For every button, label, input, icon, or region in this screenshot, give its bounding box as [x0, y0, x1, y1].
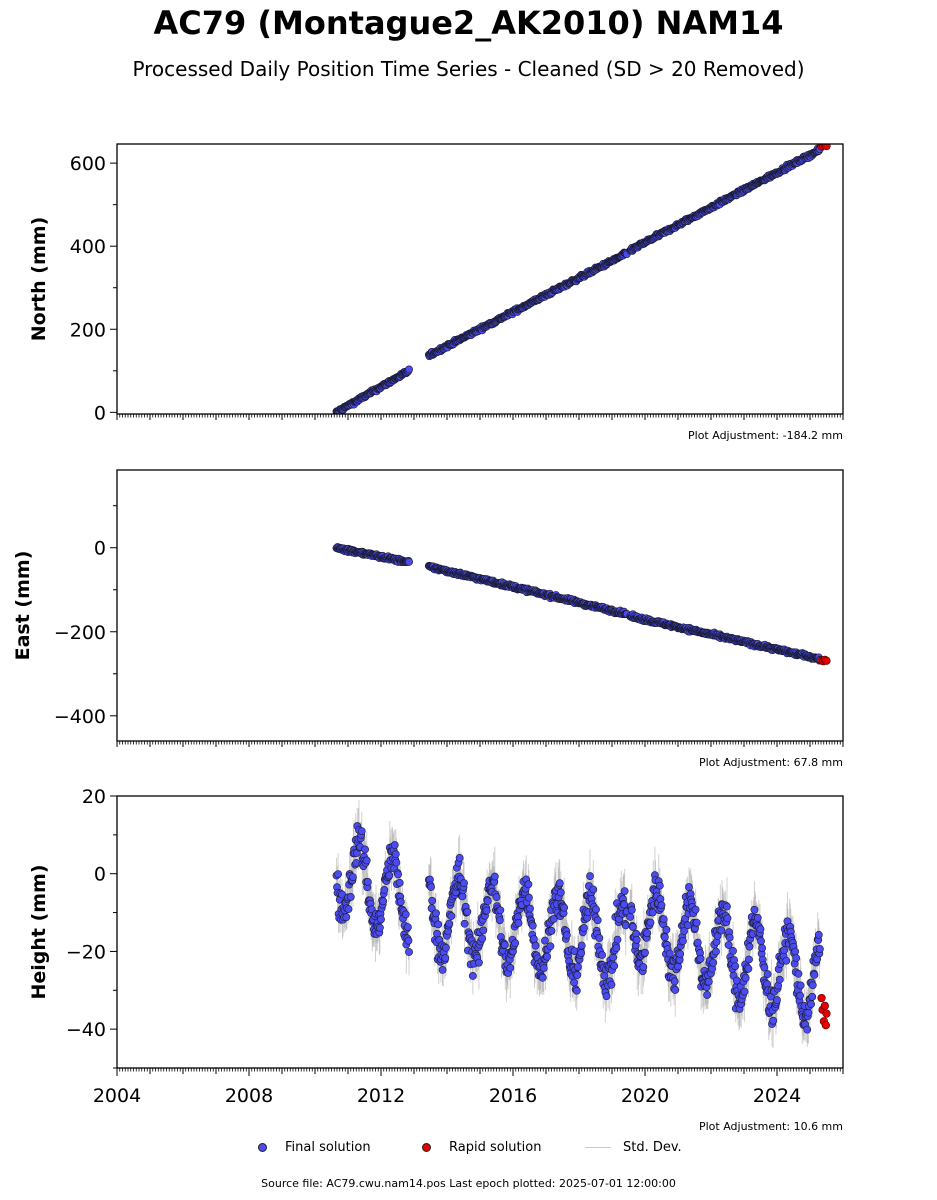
final-solution-point — [342, 913, 351, 922]
plot-frame — [116, 469, 844, 742]
final-solution-point — [438, 965, 447, 974]
final-solution-point — [455, 854, 464, 862]
plot-area — [332, 144, 831, 414]
final-solution-point — [344, 905, 353, 914]
final-solution-point — [349, 873, 357, 882]
rapid-solution-point — [822, 144, 831, 151]
final-solution-point — [391, 850, 400, 859]
final-solution-point — [379, 897, 388, 906]
final-solution-point — [362, 856, 371, 865]
final-solution-points — [332, 822, 824, 1034]
final-solution-points — [332, 543, 824, 665]
final-solution-point — [392, 858, 401, 867]
final-solution-point — [404, 936, 413, 945]
final-solution-point — [405, 948, 413, 956]
final-solution-point — [404, 923, 412, 932]
rapid-solution-point — [822, 656, 831, 665]
final-solution-point — [375, 923, 384, 932]
y-axis-label: East (mm) — [12, 551, 34, 661]
final-solution-point — [447, 912, 456, 920]
final-solution-point — [395, 878, 404, 887]
final-solution-point — [361, 845, 369, 854]
y-tick-label: 600 — [70, 153, 106, 175]
plot-area — [332, 799, 831, 1049]
y-tick-label: 200 — [70, 319, 106, 341]
final-solution-point — [405, 365, 413, 374]
rapid-solution-points — [817, 655, 831, 666]
final-solution-point — [445, 919, 454, 928]
final-solution-point — [434, 920, 443, 929]
final-solution-point — [385, 871, 394, 880]
plot-frame — [116, 143, 844, 415]
final-solution-point — [357, 827, 366, 836]
panel-east: 0 −200 −400 East (mm) Plot Adjustment: 67.8 … — [12, 469, 844, 769]
final-solution-point — [463, 907, 472, 916]
chart-title: AC79 (Montague2_AK2010) NAM14 — [153, 4, 784, 42]
final-solution-point — [460, 919, 469, 928]
final-solution-point — [396, 897, 405, 906]
panel-north: 0 200 400 600 North (mm) Plot Adjustment: -18… — [28, 143, 844, 442]
final-solution-point — [401, 910, 410, 919]
final-solution-point — [363, 877, 372, 886]
y-tick-label: −200 — [54, 622, 106, 644]
final-solution-point — [346, 893, 355, 901]
final-solution-point — [405, 557, 413, 566]
plot-adjustment-note: Plot Adjustment: 67.8 mm — [699, 756, 843, 769]
y-tick-label: 0 — [94, 402, 106, 424]
final-solution-point — [460, 879, 468, 888]
y-tick-label: 0 — [94, 538, 106, 560]
final-solution-point — [428, 896, 437, 905]
final-solution-point — [380, 886, 389, 894]
y-tick-label: 400 — [70, 236, 106, 258]
chart-subtitle: Processed Daily Position Time Series - C… — [132, 57, 805, 81]
y-axis-label: North (mm) — [28, 217, 50, 342]
final-solution-point — [377, 915, 385, 924]
final-solution-point — [441, 943, 450, 952]
plot-adjustment-note: Plot Adjustment: -184.2 mm — [688, 429, 843, 442]
y-tick-label: −400 — [54, 706, 106, 728]
final-solution-point — [468, 972, 477, 980]
plot-area — [332, 543, 831, 666]
final-solution-point — [394, 870, 402, 879]
rapid-solution-points — [817, 144, 831, 151]
final-solution-point — [334, 870, 342, 878]
final-solution-points — [332, 144, 824, 414]
final-solution-point — [390, 841, 399, 849]
final-solution-point — [432, 909, 440, 918]
final-solution-point — [427, 904, 436, 913]
final-solution-point — [427, 883, 435, 891]
final-solution-point — [441, 954, 450, 962]
